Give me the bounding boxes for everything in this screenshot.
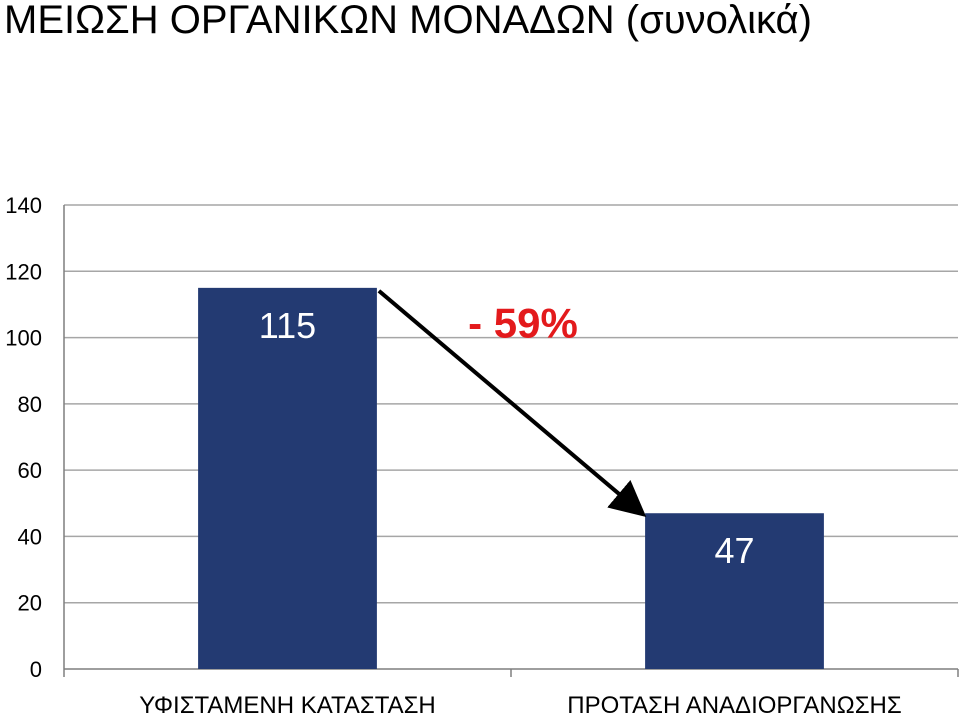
annotation-label: - 59% bbox=[468, 300, 578, 347]
x-tick-label: ΠΡΟΤΑΣΗ ΑΝΑΔΙΟΡΓΑΝΩΣΗΣ bbox=[567, 692, 901, 716]
y-tick-label: 60 bbox=[18, 458, 42, 483]
y-tick-label: 100 bbox=[5, 326, 42, 351]
y-tick-label: 80 bbox=[18, 392, 42, 417]
y-tick-label: 20 bbox=[18, 591, 42, 616]
y-tick-label: 0 bbox=[30, 657, 42, 682]
y-tick-label: 40 bbox=[18, 524, 42, 549]
y-tick-label: 120 bbox=[5, 259, 42, 284]
chart-title: ΜΕΙΩΣΗ ΟΡΓΑΝΙΚΩΝ ΜΟΝΑΔΩΝ (συνολικά) bbox=[4, 0, 812, 42]
data-label: 115 bbox=[259, 305, 316, 346]
bar-2 bbox=[645, 513, 824, 669]
x-tick-label: ΥΦΙΣΤΑΜΕΝΗ ΚΑΤΑΣΤΑΣΗ bbox=[139, 692, 436, 716]
annotation-arrow bbox=[377, 289, 647, 517]
data-label: 47 bbox=[714, 530, 754, 571]
y-tick-label: 140 bbox=[5, 193, 42, 218]
bar-1 bbox=[198, 287, 377, 669]
